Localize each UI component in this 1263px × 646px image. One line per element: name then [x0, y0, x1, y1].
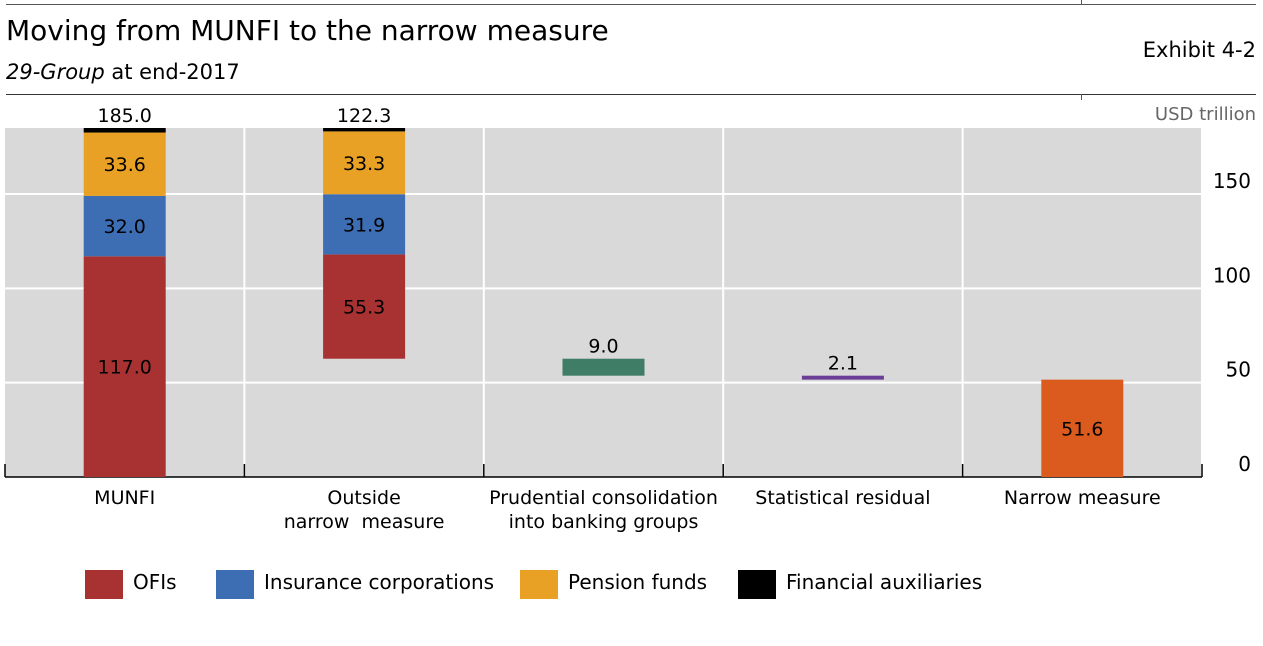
data-label: 31.9	[343, 214, 385, 236]
bar-segment-statistical-residual	[801, 375, 884, 380]
legend-label-auxiliaries: Financial auxiliaries	[786, 570, 983, 594]
data-label: 33.3	[343, 153, 385, 175]
legend-swatch-insurance	[216, 570, 254, 599]
top-rule	[6, 4, 1256, 5]
legend-label-insurance: Insurance corporations	[264, 570, 495, 594]
legend-swatch-auxiliaries	[738, 570, 776, 599]
x-tick-label: Narrow measure	[1004, 487, 1161, 509]
data-label: 55.3	[343, 297, 385, 319]
data-label: 51.6	[1061, 418, 1103, 440]
bar-segment-insurance-corporations	[323, 194, 406, 255]
plot-background	[5, 128, 1202, 477]
legend-swatch-ofis	[85, 570, 123, 599]
header-rule	[6, 94, 1256, 95]
y-tick-label: 50	[1226, 358, 1251, 382]
x-tick-label: MUNFI	[94, 487, 155, 509]
legend-label-ofis: OFIs	[133, 570, 177, 594]
chart-title: Moving from MUNFI to the narrow measure	[6, 14, 609, 47]
bar-segment-pension-funds	[323, 131, 406, 195]
x-tick-label: Prudential consolidation	[489, 487, 718, 509]
x-tick-label: narrow measure	[284, 511, 445, 533]
data-label: 32.0	[104, 216, 146, 238]
bar-segment-narrow-measure	[1041, 379, 1124, 477]
bar-total-label: 185.0	[97, 105, 151, 127]
bar-segment-insurance-corporations	[83, 195, 166, 257]
y-tick-label: 150	[1213, 169, 1251, 193]
data-label: 33.6	[104, 154, 146, 176]
bar-segment-ofis	[83, 256, 166, 477]
legend-label-pension: Pension funds	[568, 570, 708, 594]
bar-total-label: 2.1	[828, 353, 858, 375]
bar-segment-pension-funds	[83, 132, 166, 196]
data-label: 117.0	[97, 357, 151, 379]
top-rule-tick	[1081, 0, 1082, 5]
x-tick-label: into banking groups	[509, 511, 699, 533]
bar-total-label: 122.3	[337, 105, 391, 127]
subtitle-date: at end-2017	[104, 60, 240, 84]
x-tick-label: Statistical residual	[755, 487, 930, 509]
exhibit-label: Exhibit 4-2	[1142, 38, 1256, 62]
x-tick-label: Outside	[327, 487, 400, 509]
y-tick-label: 0	[1238, 452, 1251, 476]
bar-segment-prudential-consolidation	[562, 358, 645, 376]
bar-segment-financial-auxiliaries	[83, 128, 166, 133]
subtitle-group: 29-Group	[6, 60, 105, 84]
y-tick-label: 100	[1213, 263, 1251, 287]
chart-subtitle: 29-Group at end-2017	[6, 60, 240, 84]
unit-label: USD trillion	[1154, 104, 1256, 125]
waterfall-chart: 0 50 100 150 117.0 32.0 33.6 185.0 55.3 31.9 33.3 1…	[4, 105, 1251, 533]
legend-swatch-pension	[520, 570, 558, 599]
header-rule-tick	[1081, 94, 1082, 100]
bar-segment-ofis	[323, 254, 406, 359]
legend: OFIs Insurance corporations Pension fund…	[0, 570, 1263, 602]
bar-segment-financial-auxiliaries	[323, 128, 406, 132]
bar-total-label: 9.0	[588, 336, 618, 358]
